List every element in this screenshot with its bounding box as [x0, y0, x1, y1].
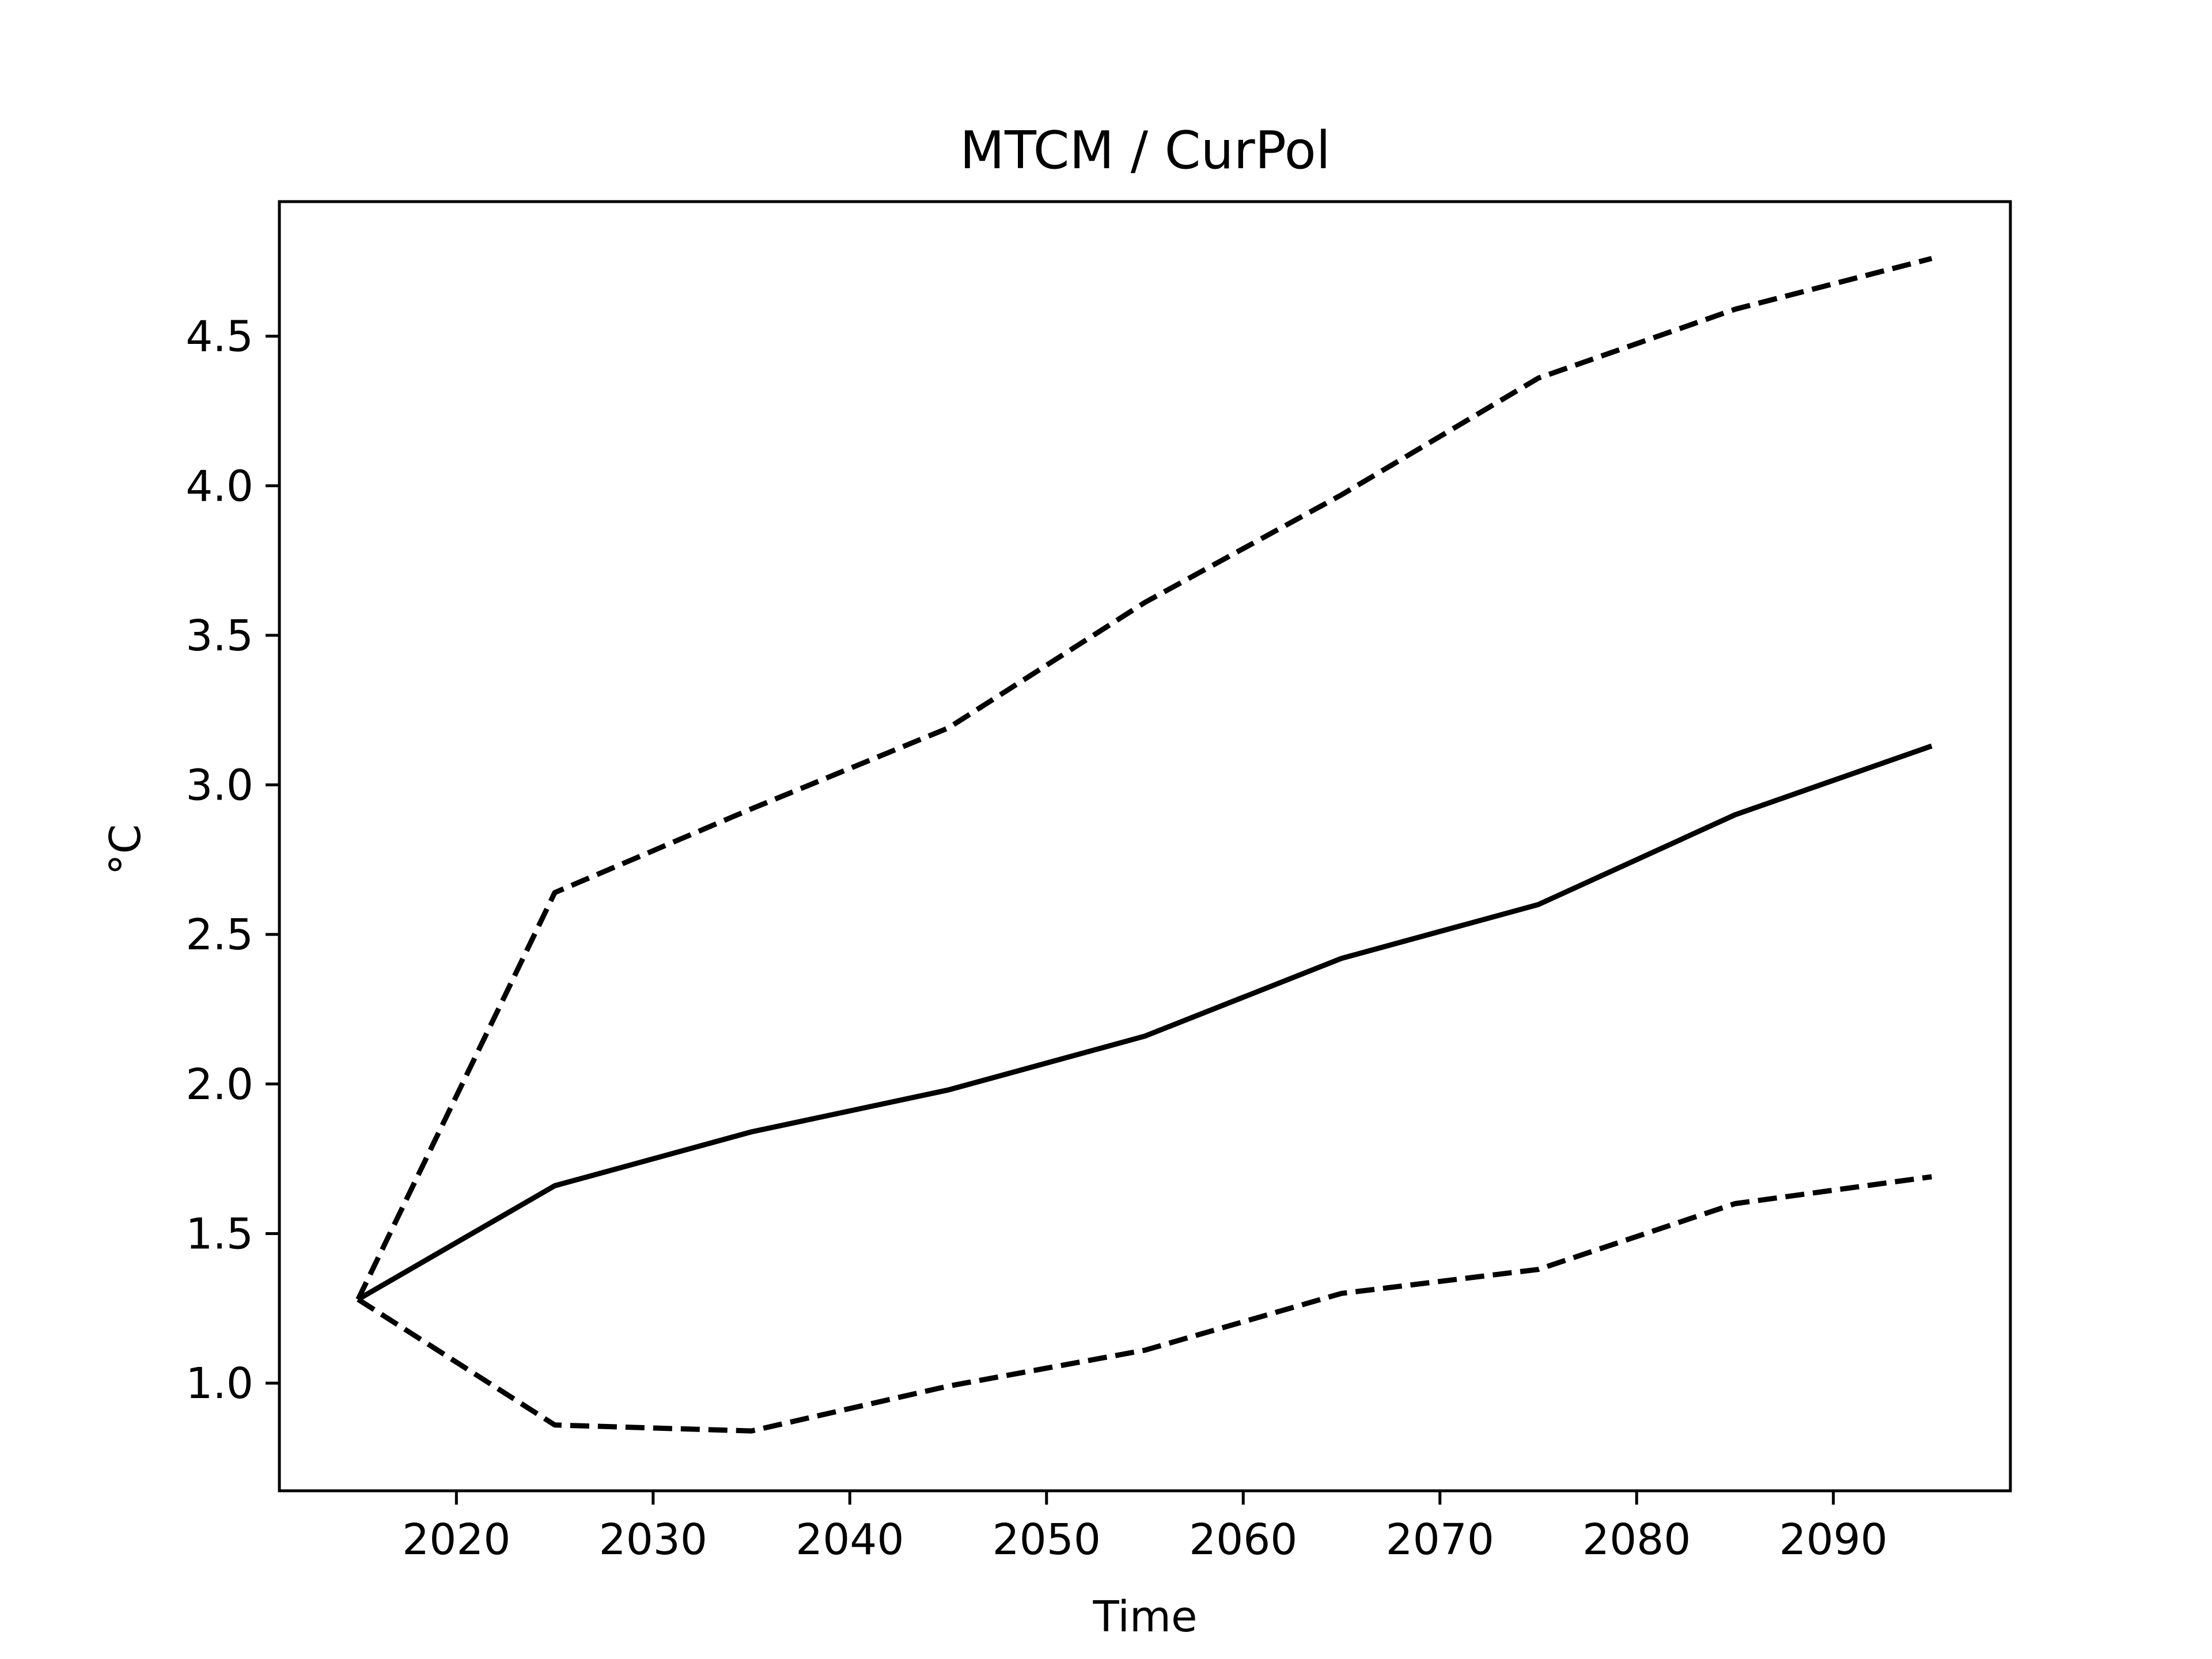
- plot-area: [355, 256, 1933, 1434]
- y-tick-label: 3.0: [185, 761, 253, 810]
- x-tick-label: 2020: [402, 1515, 510, 1565]
- y-tick-label: 1.5: [185, 1209, 253, 1259]
- axis-ticks: 2020 2030 2040 2050 2060 2070 2080 2090 1.0 1.5 2.…: [185, 312, 1888, 1565]
- axes-frame: [278, 200, 2012, 1493]
- chart-title: MTCM / CurPol: [960, 120, 1330, 181]
- y-tick-label: 2.0: [185, 1060, 253, 1109]
- x-tick-label: 2080: [1582, 1515, 1691, 1565]
- y-tick-label: 4.5: [185, 312, 253, 362]
- median-solid-line: [357, 743, 1933, 1302]
- upper-bound-dashed-line: [355, 256, 1933, 1301]
- x-tick-label: 2060: [1189, 1515, 1297, 1565]
- y-tick-label: 3.5: [185, 611, 253, 661]
- x-tick-label: 2090: [1779, 1515, 1888, 1565]
- x-tick-label: 2070: [1386, 1515, 1494, 1565]
- y-tick-label: 1.0: [185, 1359, 253, 1408]
- x-tick-label: 2030: [599, 1515, 707, 1565]
- lower-bound-dashed-line: [357, 1174, 1933, 1434]
- y-axis-label: °C: [101, 824, 150, 876]
- x-tick-label: 2050: [993, 1515, 1101, 1565]
- x-tick-label: 2040: [796, 1515, 904, 1565]
- y-tick-label: 4.0: [185, 461, 253, 511]
- x-axis-label: Time: [1092, 1592, 1197, 1642]
- y-tick-label: 2.5: [185, 910, 253, 960]
